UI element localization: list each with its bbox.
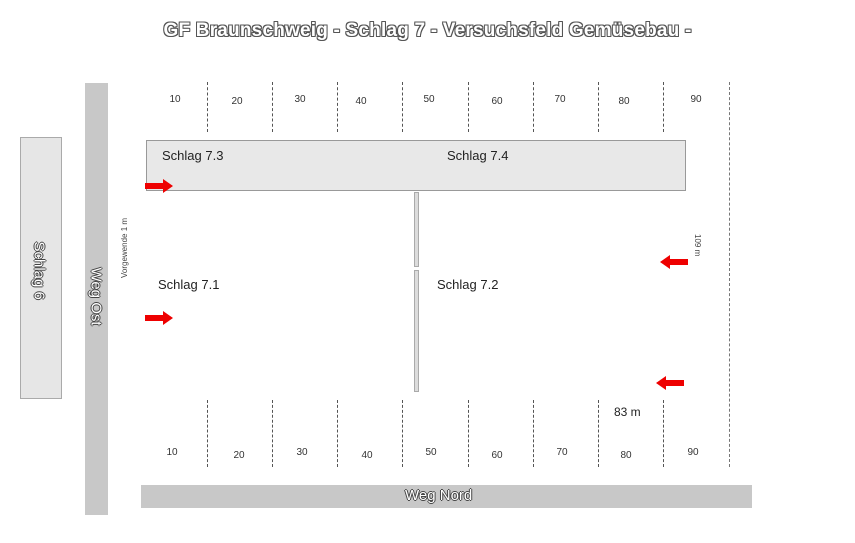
bottom-scale-number: 50 <box>425 447 437 458</box>
plot-label-7-1: Schlag 7.1 <box>158 277 220 292</box>
top-scale-tick <box>207 82 208 132</box>
bottom-scale-number: 20 <box>233 450 245 461</box>
bottom-scale-tick <box>533 400 534 467</box>
arrow-right-7-1 <box>145 311 173 325</box>
top-scale-tick <box>663 82 664 132</box>
bottom-scale-number: 90 <box>687 447 699 458</box>
bottom-scale-tick <box>663 400 664 467</box>
weg-ost-road <box>85 83 108 515</box>
top-scale-number: 50 <box>423 94 435 105</box>
weg-nord-road <box>141 485 752 508</box>
top-scale-number: 60 <box>491 96 503 107</box>
plot-label-7-4: Schlag 7.4 <box>447 148 509 163</box>
top-scale-tick <box>598 82 599 132</box>
right-boundary-line <box>729 82 730 467</box>
bottom-scale-number: 80 <box>620 450 632 461</box>
bottom-scale-number: 40 <box>361 450 373 461</box>
arrow-right-7-3 <box>145 179 173 193</box>
schlag-6-label: Schlag 6 <box>30 241 48 300</box>
top-scale-tick <box>337 82 338 132</box>
bottom-scale-number: 60 <box>491 450 503 461</box>
diagram-title: GF Braunschweig - Schlag 7 - Versuchsfel… <box>163 20 692 41</box>
bottom-scale-number: 10 <box>166 447 178 458</box>
weg-ost-label: Weg Ost <box>87 267 105 326</box>
top-scale-number: 80 <box>618 96 630 107</box>
bottom-scale-tick <box>207 400 208 467</box>
top-scale-number: 10 <box>169 94 181 105</box>
arrow-left-lower <box>656 376 684 390</box>
weg-nord-label: Weg Nord <box>405 487 473 504</box>
bottom-scale-tick <box>337 400 338 467</box>
bottom-scale-tick <box>468 400 469 467</box>
vorgewende-label: Vorgewende 1 m <box>120 217 129 278</box>
length-109-label: 109 m <box>693 234 702 257</box>
plot-label-7-2: Schlag 7.2 <box>437 277 499 292</box>
distance-83m-label: 83 m <box>614 405 641 419</box>
schlag-6-box <box>20 137 62 399</box>
top-scale-number: 20 <box>231 96 243 107</box>
bottom-scale-tick <box>402 400 403 467</box>
top-scale-number: 90 <box>690 94 702 105</box>
top-scale-number: 70 <box>554 94 566 105</box>
top-scale-tick <box>402 82 403 132</box>
arrow-left-upper <box>660 255 688 269</box>
bottom-scale-tick <box>598 400 599 467</box>
bottom-scale-number: 70 <box>556 447 568 458</box>
top-scale-tick <box>533 82 534 132</box>
divider-upper <box>414 192 419 267</box>
bottom-scale-number: 30 <box>296 447 308 458</box>
plot-label-7-3: Schlag 7.3 <box>162 148 224 163</box>
top-scale-tick <box>272 82 273 132</box>
divider-lower <box>414 270 419 392</box>
top-scale-number: 30 <box>294 94 306 105</box>
bottom-scale-tick <box>272 400 273 467</box>
plot-strip-73-74 <box>146 140 686 191</box>
top-scale-number: 40 <box>355 96 367 107</box>
top-scale-tick <box>468 82 469 132</box>
